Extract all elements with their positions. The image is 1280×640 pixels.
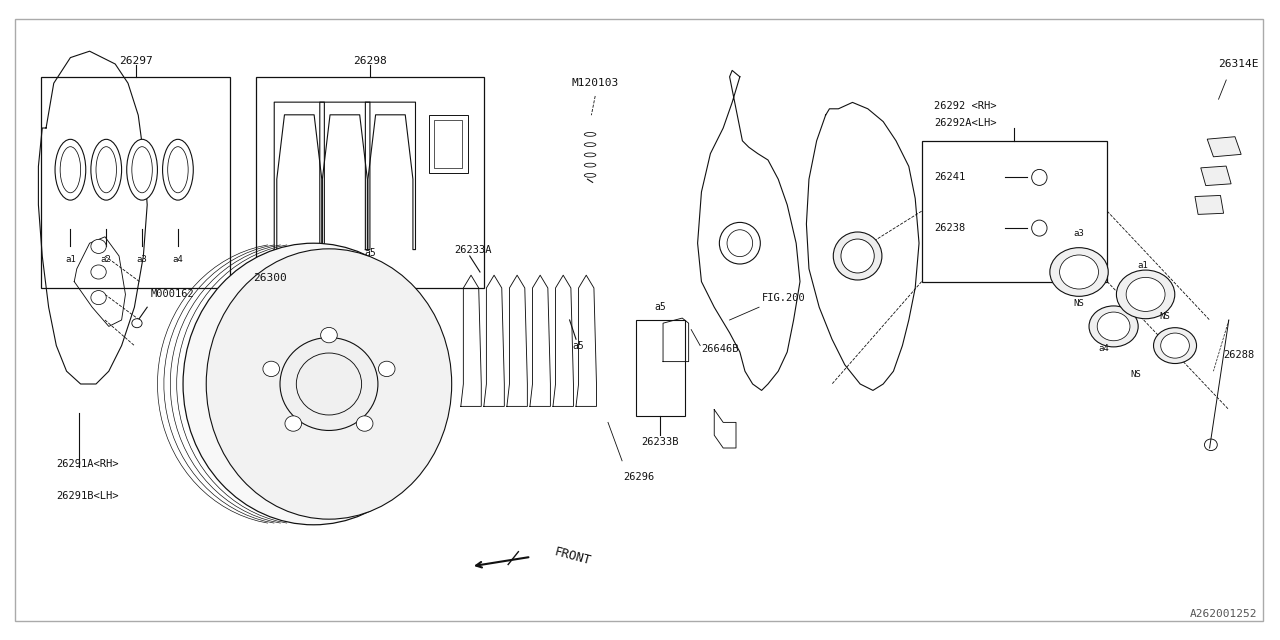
Ellipse shape: [1153, 328, 1197, 364]
Ellipse shape: [297, 353, 362, 415]
Text: a2: a2: [101, 255, 111, 264]
Text: 26300: 26300: [253, 273, 287, 284]
Text: 26292A<LH>: 26292A<LH>: [934, 118, 997, 128]
Text: a5: a5: [654, 302, 667, 312]
Ellipse shape: [60, 147, 81, 193]
Text: M000162: M000162: [151, 289, 195, 300]
Text: A262001252: A262001252: [1189, 609, 1257, 620]
Ellipse shape: [262, 361, 279, 376]
Ellipse shape: [168, 147, 188, 193]
Bar: [429, 115, 467, 173]
Ellipse shape: [1161, 333, 1189, 358]
Text: 26296: 26296: [623, 472, 654, 482]
Ellipse shape: [841, 239, 874, 273]
Bar: [922, 141, 1107, 282]
Ellipse shape: [163, 140, 193, 200]
Ellipse shape: [183, 243, 444, 525]
Ellipse shape: [91, 239, 106, 253]
Text: 26298: 26298: [353, 56, 387, 66]
Text: a1: a1: [1138, 261, 1148, 270]
Text: a2: a2: [1172, 341, 1183, 350]
Bar: [636, 320, 685, 416]
Text: a5: a5: [572, 340, 585, 351]
Ellipse shape: [1089, 306, 1138, 347]
Ellipse shape: [91, 140, 122, 200]
Bar: [434, 120, 462, 168]
Bar: [1201, 166, 1231, 186]
Text: 26238: 26238: [934, 223, 965, 233]
Ellipse shape: [132, 147, 152, 193]
Ellipse shape: [280, 337, 378, 431]
Text: 26233B: 26233B: [641, 436, 680, 447]
Bar: [1196, 195, 1224, 214]
Ellipse shape: [132, 319, 142, 328]
Ellipse shape: [1116, 270, 1175, 319]
Text: a3: a3: [1074, 229, 1084, 238]
Text: a4: a4: [173, 255, 183, 264]
Ellipse shape: [55, 140, 86, 200]
Ellipse shape: [379, 361, 396, 376]
Text: 26297: 26297: [119, 56, 152, 66]
Ellipse shape: [1126, 277, 1165, 312]
Bar: [1207, 137, 1242, 157]
Text: 26291A<RH>: 26291A<RH>: [56, 459, 119, 469]
Text: NS: NS: [1130, 370, 1140, 379]
Text: 26288: 26288: [1224, 350, 1254, 360]
Ellipse shape: [321, 328, 338, 343]
Ellipse shape: [96, 147, 116, 193]
Bar: [256, 77, 484, 288]
Text: NS: NS: [1074, 300, 1084, 308]
Ellipse shape: [1060, 255, 1098, 289]
Bar: [41, 77, 230, 288]
Text: a5: a5: [364, 248, 376, 258]
Ellipse shape: [127, 140, 157, 200]
Ellipse shape: [833, 232, 882, 280]
Text: 26646B: 26646B: [701, 344, 739, 354]
Text: M120103: M120103: [572, 78, 618, 88]
Text: FIG.200: FIG.200: [762, 292, 805, 303]
Ellipse shape: [1050, 248, 1108, 296]
Text: a3: a3: [137, 255, 147, 264]
Text: FRONT: FRONT: [553, 546, 593, 568]
Text: a1: a1: [65, 255, 76, 264]
Text: 26292 <RH>: 26292 <RH>: [934, 100, 997, 111]
Ellipse shape: [206, 249, 452, 519]
Ellipse shape: [356, 416, 372, 431]
Ellipse shape: [91, 265, 106, 279]
Text: 26314E: 26314E: [1219, 59, 1260, 69]
Ellipse shape: [1097, 312, 1130, 340]
Text: 26241: 26241: [934, 172, 965, 182]
Ellipse shape: [91, 291, 106, 305]
Text: 26233A: 26233A: [454, 244, 492, 255]
Text: a4: a4: [1098, 344, 1108, 353]
Text: NS: NS: [1160, 312, 1170, 321]
Ellipse shape: [285, 416, 302, 431]
Text: 26291B<LH>: 26291B<LH>: [56, 491, 119, 501]
